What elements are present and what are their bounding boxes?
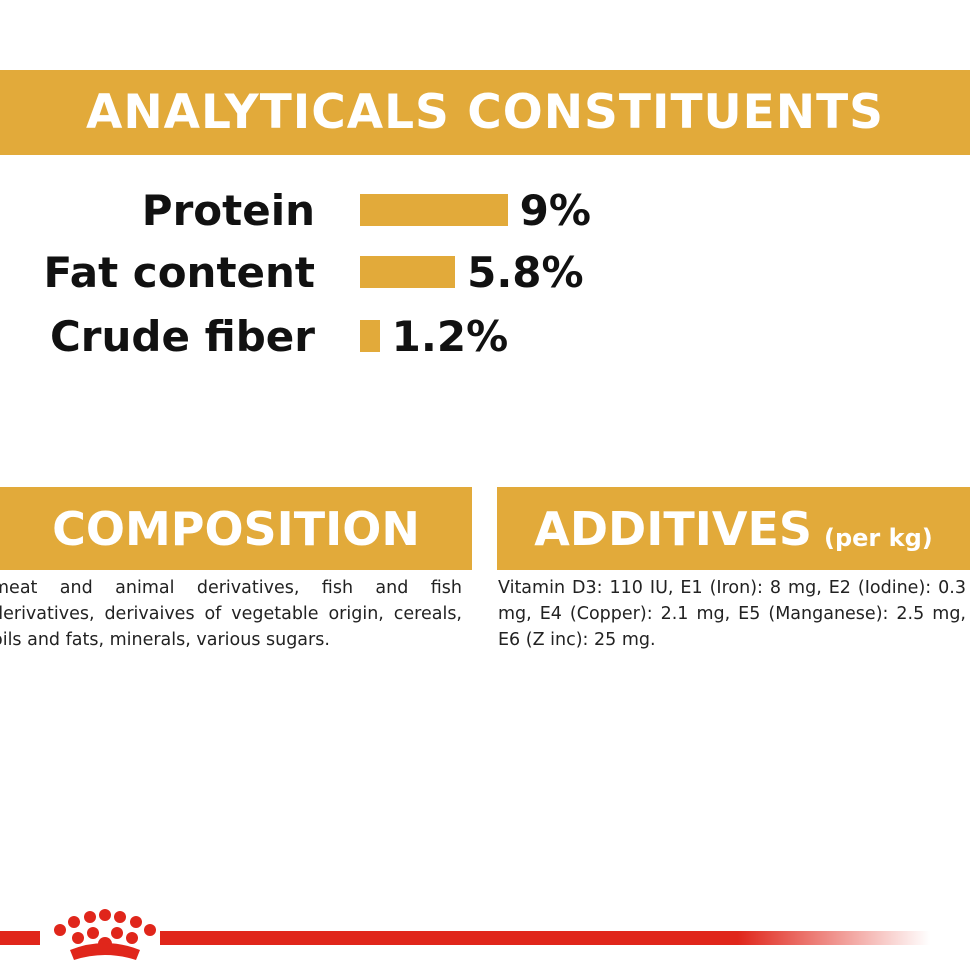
footer-line <box>160 931 930 945</box>
value-label: 1.2% <box>391 312 509 361</box>
title-banner: ANALYTICALS CONSTITUENTS <box>0 70 970 155</box>
bar <box>360 320 380 352</box>
additives-unit: (per kg) <box>824 523 933 552</box>
additives-banner: ADDITIVES (per kg) <box>497 487 970 570</box>
title: ANALYTICALS CONSTITUENTS <box>85 85 885 140</box>
category-label: Fat content <box>43 248 315 297</box>
footer-line <box>0 931 40 945</box>
composition-title: COMPOSITION <box>52 501 420 556</box>
value-label: 5.8% <box>467 248 584 297</box>
composition-banner: COMPOSITION <box>0 487 472 570</box>
bar <box>360 256 456 288</box>
composition-text: meat and animal derivatives, fish and fi… <box>0 578 462 650</box>
crown <box>54 909 156 960</box>
additives-title: ADDITIVES <box>534 501 812 556</box>
additives-text: Vitamin D3: 110 IU, E1 (Iron): 8 mg, E2 … <box>498 578 966 650</box>
category-label: Crude fiber <box>49 312 315 361</box>
category-label: Protein <box>141 186 315 235</box>
bar <box>360 194 508 226</box>
value-label: 9% <box>519 186 591 235</box>
